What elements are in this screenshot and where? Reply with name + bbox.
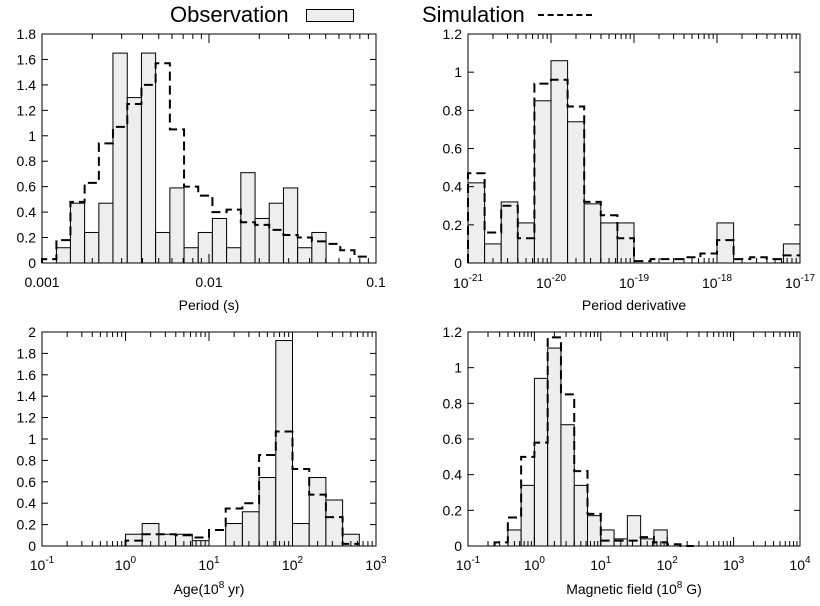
y-tick-label: 1	[454, 360, 462, 376]
y-tick-label: 0.2	[17, 230, 37, 246]
x-tick-label: 0.001	[24, 274, 59, 290]
y-tick-label: 1.2	[443, 324, 463, 340]
observation-bar	[158, 533, 177, 547]
y-tick-label: 1.4	[17, 77, 37, 93]
y-tick-label: 2	[28, 324, 36, 340]
observation-bar	[258, 477, 277, 547]
x-tick-label: 100	[115, 555, 137, 573]
y-tick-label: 0	[454, 538, 462, 554]
y-tick-label: 0.2	[443, 502, 463, 518]
observation-bar	[560, 424, 575, 547]
y-tick-label: 1.8	[17, 26, 37, 42]
x-tick-label: 102	[282, 555, 304, 573]
y-tick-label: 0.4	[443, 179, 463, 195]
chart-age: 0 0.2 0.4 0.6 0.8 1 1.2 1.4 1.6 1.8 2 10-1 100 101 102…	[17, 324, 387, 597]
x-tick-label: 10-18	[702, 273, 732, 291]
legend: Observation Simulation	[0, 0, 820, 34]
legend-observation-swatch	[306, 9, 354, 22]
y-tick-label: 0.8	[17, 452, 37, 468]
y-tick-label: 0.4	[443, 467, 463, 483]
x-tick-label: 10-20	[536, 273, 566, 291]
x-tick-label: 10-21	[453, 273, 483, 291]
y-tick-label: 0.6	[17, 474, 37, 490]
y-tick-label: 0.6	[443, 431, 463, 447]
x-tick-label: 101	[590, 555, 612, 573]
y-tick-label: 0.2	[443, 217, 463, 233]
legend-observation-label: Observation	[170, 2, 289, 27]
observation-bar	[241, 511, 260, 547]
y-tick-label: 0.6	[17, 179, 37, 195]
x-tick-label: 10-17	[785, 273, 815, 291]
observation-bar	[533, 377, 549, 547]
y-tick-label: 0	[28, 538, 36, 554]
chart-magnetic-field: 0 0.2 0.4 0.6 0.8 1 1.2 10-1 100 101 102 103 104 Magn…	[443, 324, 811, 597]
x-tick-label: 0.01	[195, 274, 222, 290]
y-tick-label: 0.4	[17, 204, 37, 220]
observation-bar	[325, 499, 344, 547]
simulation-line	[41, 62, 369, 263]
y-tick-label: 0.6	[443, 141, 463, 157]
x-tick-label: 10-1	[456, 555, 481, 573]
observation-bar	[520, 484, 535, 547]
observation-bar	[600, 529, 615, 547]
y-tick-label: 1	[454, 64, 462, 80]
x-tick-label: 10-1	[30, 555, 55, 573]
observation-bar	[292, 523, 310, 547]
x-tick-label: 0.1	[366, 274, 386, 290]
observation-bar	[275, 340, 294, 547]
observation-bar	[308, 477, 327, 547]
y-tick-label: 1.6	[17, 367, 37, 383]
y-tick-label: 1	[28, 431, 36, 447]
y-tick-label: 0	[454, 255, 462, 271]
y-tick-label: 1.2	[443, 26, 463, 42]
y-tick-label: 1.2	[17, 102, 37, 118]
legend-simulation-label: Simulation	[422, 2, 525, 27]
x-tick-label: 100	[524, 555, 546, 573]
y-tick-label: 0.8	[17, 153, 37, 169]
y-tick-label: 0.4	[17, 495, 37, 511]
x-axis-label: Magnetic field (108 G)	[566, 580, 702, 597]
x-axis-label: Age(108 yr)	[174, 580, 245, 597]
plot-frame	[467, 331, 801, 547]
x-tick-label: 10-19	[619, 273, 649, 291]
observation-bar	[547, 347, 562, 547]
x-tick-label: 104	[789, 555, 811, 573]
chart-period: 0 0.2 0.4 0.6 0.8 1 1.2 1.4 1.6 1.8 0.001 0.01 0.1 Pe…	[17, 26, 386, 313]
y-tick-label: 1.8	[17, 345, 37, 361]
x-axis-label: Period (s)	[179, 297, 240, 313]
y-tick-label: 0.2	[17, 517, 37, 533]
simulation-line	[493, 336, 694, 547]
x-tick-label: 103	[365, 555, 387, 573]
y-tick-label: 0.8	[443, 102, 463, 118]
observation-bar	[573, 484, 589, 547]
y-tick-label: 0.8	[443, 395, 463, 411]
legend-simulation-swatch	[538, 14, 592, 16]
chart-period-derivative: 0 0.2 0.4 0.6 0.8 1 1.2 10-21 10-20 10-19 10-18 10-…	[443, 26, 816, 313]
y-tick-label: 1	[28, 128, 36, 144]
y-tick-label: 1.6	[17, 51, 37, 67]
x-tick-label: 102	[657, 555, 679, 573]
x-axis-label: Period derivative	[582, 297, 686, 313]
y-tick-label: 1.4	[17, 388, 37, 404]
x-tick-label: 103	[723, 555, 745, 573]
x-tick-label: 101	[198, 555, 220, 573]
y-tick-label: 1.2	[17, 410, 37, 426]
y-tick-label: 0	[28, 255, 36, 271]
